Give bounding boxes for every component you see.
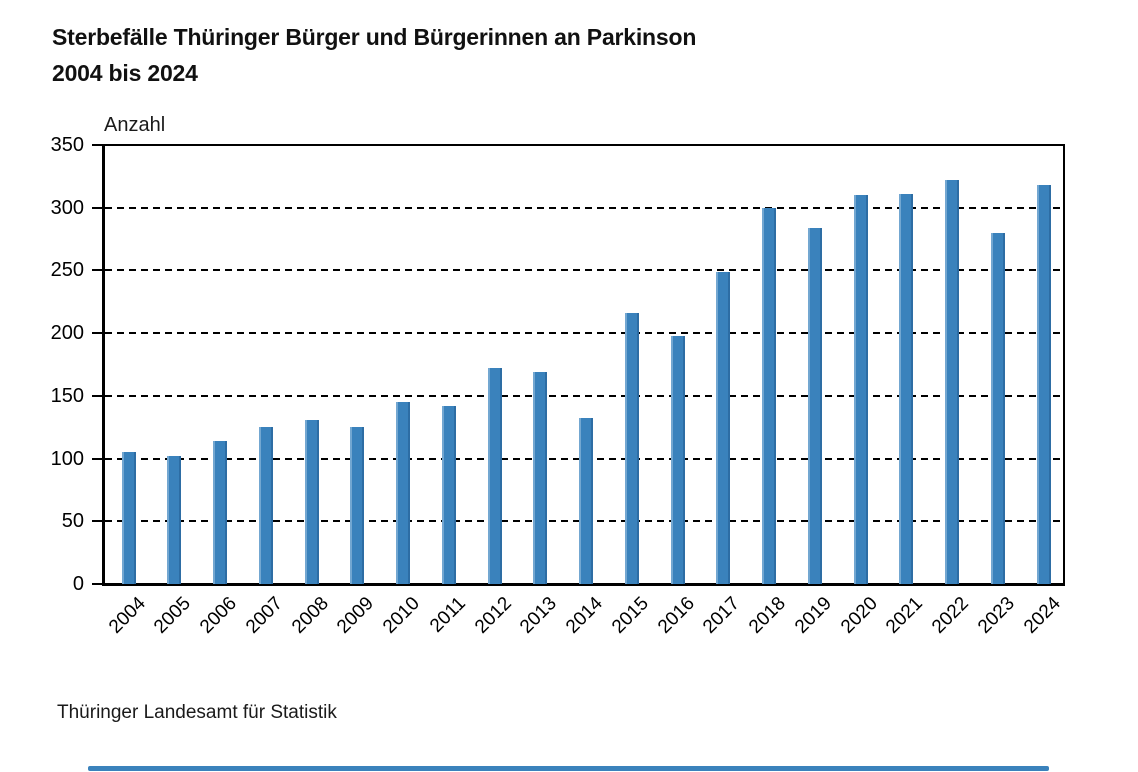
y-axis-tick	[92, 583, 103, 585]
y-axis-tick	[92, 457, 103, 460]
bar-2019	[807, 228, 822, 584]
y-tick-label: 250	[50, 259, 84, 282]
y-tick-label: 100	[50, 447, 84, 470]
bar-2017	[716, 272, 731, 584]
y-axis-tick	[92, 144, 103, 146]
bar-2008	[304, 420, 319, 584]
bar-2005	[167, 456, 182, 584]
y-tick-label: 0	[72, 573, 84, 595]
y-axis-line	[102, 144, 105, 586]
y-axis-tick	[92, 394, 103, 397]
bar-2024	[1036, 185, 1051, 584]
bar-2012	[487, 368, 502, 584]
bar-2007	[258, 427, 273, 584]
chart-title-line2: 2004 bis 2024	[52, 60, 198, 86]
bar-2013	[533, 372, 548, 584]
bar-2018	[762, 208, 776, 584]
bar-2014	[579, 418, 593, 584]
x-axis-line	[102, 583, 1065, 586]
bar-2015	[624, 313, 639, 584]
horizontal-scrollbar-thumb[interactable]	[88, 766, 1049, 771]
bar-2023	[990, 233, 1005, 584]
bar-2011	[441, 406, 456, 584]
bar-2016	[670, 336, 685, 584]
bar-2010	[396, 402, 410, 584]
plot-border-top	[102, 144, 1065, 146]
y-tick-label: 200	[50, 322, 84, 345]
bar-2021	[899, 194, 914, 584]
gridline-150	[105, 394, 1063, 397]
gridline-200	[105, 332, 1063, 335]
y-axis-tick	[92, 332, 103, 335]
y-axis-title: Anzahl	[104, 114, 166, 136]
bar-2009	[350, 427, 365, 584]
y-tick-label: 300	[50, 196, 84, 219]
y-tick-label: 350	[50, 134, 84, 156]
chart-title-line1: Sterbefälle Thüringer Bürger und Bürgeri…	[52, 24, 697, 50]
y-axis-tick	[92, 520, 103, 523]
bar-2006	[213, 441, 227, 584]
gridline-300	[105, 206, 1063, 209]
bar-2020	[853, 195, 868, 584]
y-axis-tick	[92, 206, 103, 209]
bar-2022	[945, 180, 959, 584]
y-axis-tick	[92, 269, 103, 272]
plot-border-right	[1063, 144, 1065, 585]
y-tick-label: 50	[61, 510, 84, 533]
source-attribution: Thüringer Landesamt für Statistik	[57, 702, 337, 723]
gridline-250	[105, 269, 1063, 272]
y-tick-label: 150	[50, 384, 84, 407]
bar-2004	[121, 452, 136, 584]
